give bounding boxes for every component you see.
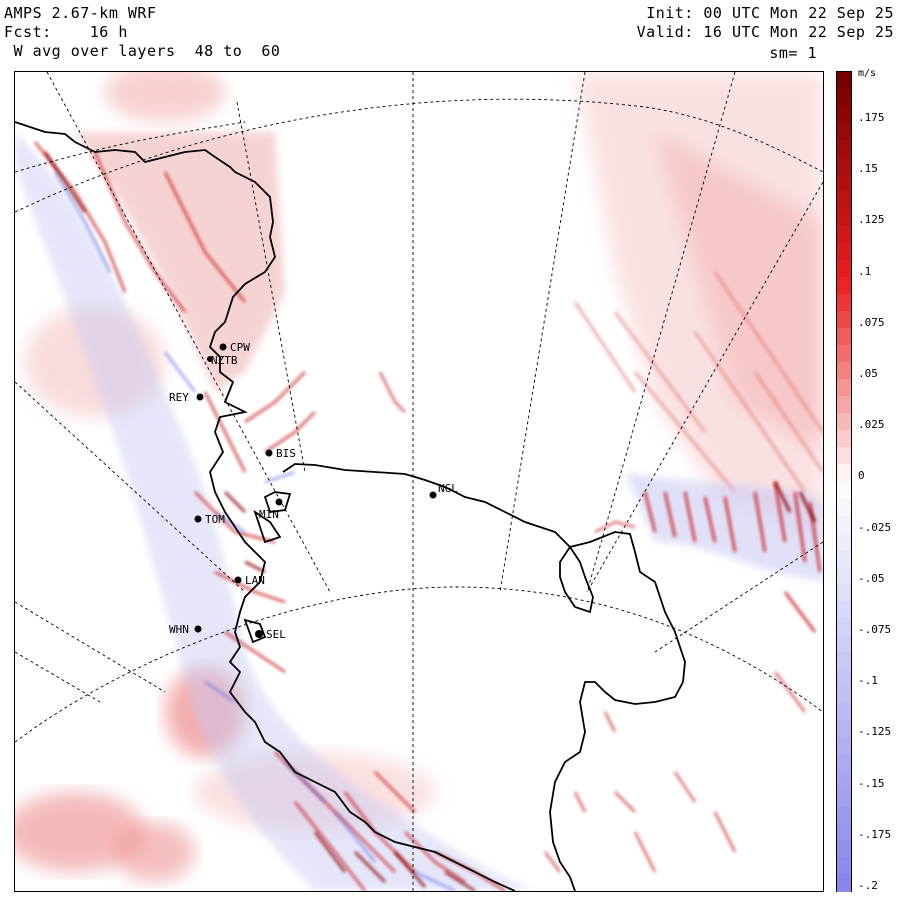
colorbar-tick-label: .075 <box>858 315 885 329</box>
svg-text:LAN: LAN <box>245 574 265 587</box>
colorbar-segment <box>837 873 851 892</box>
colorbar-tick-label: .05 <box>858 367 878 380</box>
model-title: AMPS 2.67-km WRF <box>4 4 157 22</box>
colorbar-segment <box>837 583 851 602</box>
colorbar-segment <box>837 532 851 551</box>
colorbar-segment <box>837 498 851 517</box>
colorbar-tick-label: -.15 <box>858 776 885 790</box>
station-BIS[interactable]: BIS <box>265 447 296 460</box>
svg-text:NZTB: NZTB <box>211 354 238 367</box>
colorbar-segment <box>837 515 851 534</box>
colorbar-tick-label: -.1 <box>858 674 878 688</box>
colorbar-segment <box>837 822 851 841</box>
vertical-velocity-field <box>15 72 823 891</box>
colorbar-segment <box>837 481 851 500</box>
colorbar-segment <box>837 345 851 363</box>
colorbar-segment <box>837 600 851 619</box>
colorbar-tick-label: .175 <box>858 111 885 124</box>
station-WHN[interactable]: WHN <box>169 623 202 636</box>
colorbar-tick-label: .1 <box>858 264 872 278</box>
svg-text:WHN: WHN <box>169 623 189 636</box>
svg-text:NGL: NGL <box>438 482 458 495</box>
smoothing-label: sm= 1 <box>769 44 817 62</box>
colorbar-segment <box>837 856 851 875</box>
colorbar-segment <box>837 191 851 210</box>
map-panel[interactable]: CPW NZTB REY BIS NGL TOM <box>14 71 824 892</box>
colorbar-segment <box>837 106 851 124</box>
svg-text:SEL: SEL <box>266 628 286 641</box>
station-TOM[interactable]: TOM <box>194 513 226 526</box>
colorbar-tick-label: -.2 <box>858 879 878 892</box>
station-CPW[interactable]: CPW <box>219 341 251 354</box>
colorbar-segment <box>837 293 851 312</box>
colorbar-segment <box>837 362 851 380</box>
colorbar-segment <box>837 413 851 431</box>
forecast-hour: Fcst: 16 h <box>4 23 128 41</box>
colorbar-segment <box>837 327 851 346</box>
colorbar-segment <box>837 379 851 397</box>
colorbar-segment <box>837 174 851 193</box>
svg-text:BIS: BIS <box>276 447 296 460</box>
station-MIN[interactable]: MIN <box>259 498 283 522</box>
colorbar-tick-label: -.05 <box>858 571 885 585</box>
colorbar-tick-label: .15 <box>858 162 878 176</box>
station-NGL[interactable]: NGL <box>429 482 459 499</box>
coastline <box>15 121 686 891</box>
colorbar-segment <box>837 720 851 739</box>
colorbar-segment <box>837 737 851 756</box>
colorbar-segment <box>837 771 851 790</box>
colorbar-segment <box>837 618 851 636</box>
svg-text:MIN: MIN <box>259 508 279 521</box>
colorbar-segment <box>837 839 851 858</box>
svg-text:CPW: CPW <box>230 341 250 354</box>
station-markers: CPW NZTB REY BIS NGL TOM <box>169 341 458 641</box>
map-canvas: CPW NZTB REY BIS NGL TOM <box>15 72 823 891</box>
init-time: Init: 00 UTC Mon 22 Sep 25 <box>646 4 894 22</box>
station-LAN[interactable]: LAN <box>234 574 265 587</box>
colorbar-segment <box>837 430 851 448</box>
colorbar-segment <box>837 635 851 653</box>
colorbar-tick-label: .025 <box>858 418 885 432</box>
colorbar-segment <box>837 157 851 175</box>
colorbar-tick-label: -.025 <box>858 520 892 534</box>
colorbar-segment <box>837 549 851 568</box>
colorbar-tick-label: .125 <box>858 213 885 227</box>
colorbar-segment <box>837 225 851 244</box>
svg-text:REY: REY <box>169 391 189 404</box>
colorbar-segment <box>837 310 851 329</box>
graticule <box>15 72 823 891</box>
colorbar-segment <box>837 396 851 414</box>
colorbar-segment <box>837 686 851 704</box>
valid-time: Valid: 16 UTC Mon 22 Sep 25 <box>636 23 894 41</box>
colorbar-tick-label: -.125 <box>858 725 892 739</box>
colorbar-segment <box>837 566 851 585</box>
colorbar-segment <box>837 447 851 466</box>
station-NZTB[interactable]: NZTB <box>207 354 238 367</box>
colorbar-segment <box>837 754 851 773</box>
colorbar-segment <box>837 242 851 261</box>
colorbar-segment <box>837 208 851 227</box>
colorbar-segment <box>837 669 851 687</box>
colorbar-segment <box>837 805 851 824</box>
svg-text:TOM: TOM <box>205 513 225 526</box>
colorbar <box>836 71 852 892</box>
colorbar-segment <box>837 89 851 107</box>
colorbar-tick-label: -.075 <box>858 623 892 636</box>
colorbar-segment <box>837 123 851 141</box>
colorbar-segment <box>837 276 851 295</box>
station-SEL[interactable]: SEL <box>255 628 286 641</box>
colorbar-segment <box>837 140 851 158</box>
colorbar-units: m/s <box>858 68 877 79</box>
colorbar-tick-label: -.175 <box>858 827 892 841</box>
colorbar-segment <box>837 703 851 721</box>
colorbar-tick-label: 0 <box>858 469 865 483</box>
colorbar-segment <box>837 464 851 483</box>
colorbar-segment <box>837 652 851 670</box>
station-REY[interactable]: REY <box>169 391 204 404</box>
colorbar-segment <box>837 788 851 807</box>
colorbar-segment <box>837 259 851 278</box>
colorbar-segment <box>837 72 851 90</box>
field-description: W avg over layers 48 to 60 <box>4 42 281 60</box>
